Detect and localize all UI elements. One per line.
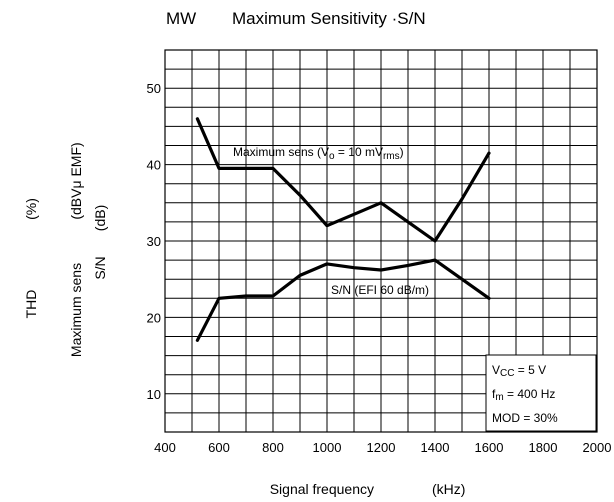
y-tick-label: 50 xyxy=(147,81,161,96)
condition-mod: MOD = 30% xyxy=(492,411,558,425)
condition-vcc-sub: CC xyxy=(500,368,514,379)
x-tick-label: 1400 xyxy=(421,440,450,455)
y-axis-unit-thd: (%) xyxy=(23,198,39,220)
series-label-max-sens-part1: Maximum sens (V xyxy=(233,145,329,159)
x-tick-label: 1200 xyxy=(367,440,396,455)
series-label-max-sens-sub2: rms xyxy=(383,151,400,162)
chart-title: Maximum Sensitivity ·S/N xyxy=(232,9,426,28)
series-label-max-sens-sub1: o xyxy=(329,151,335,162)
condition-vcc-value: = 5 V xyxy=(514,363,546,377)
x-tick-label: 1800 xyxy=(529,440,558,455)
y-tick-label: 40 xyxy=(147,158,161,173)
condition-vcc: VCC = 5 V xyxy=(492,363,546,379)
series-label-sn: S/N (EFI 60 dB/m) xyxy=(331,283,429,297)
x-tick-label: 600 xyxy=(208,440,230,455)
y-tick-label: 30 xyxy=(147,234,161,249)
series-label-max-sens-part2: = 10 mV xyxy=(335,145,383,159)
y-tick-label: 10 xyxy=(147,387,161,402)
x-tick-label: 1000 xyxy=(313,440,342,455)
x-axis-label: Signal frequency xyxy=(270,481,374,497)
condition-fm-value: = 400 Hz xyxy=(504,387,556,401)
plot-frame xyxy=(164,49,598,433)
y-axis-label-maxsens: Maximum sens xyxy=(68,263,84,357)
conditions-box: VCC = 5 V fm = 400 Hz MOD = 30% xyxy=(485,354,597,432)
condition-fm: fm = 400 Hz xyxy=(492,387,555,403)
chart-title-prefix: MW xyxy=(166,9,196,28)
series-line-max-sens xyxy=(195,117,491,243)
condition-fm-sub: m xyxy=(495,392,503,403)
tick-layer: 400 600 800 1000 1200 1400 1600 1800 2000 10 20 30 4… xyxy=(147,81,612,455)
series-layer xyxy=(195,117,491,342)
x-tick-label: 1600 xyxy=(475,440,504,455)
condition-fm-prefix: f xyxy=(492,387,496,401)
y-axis-unit-sn: (dB) xyxy=(92,205,108,231)
conditions-box-frame xyxy=(485,354,597,432)
series-line-sn xyxy=(195,258,491,342)
series-label-max-sens-part3: ) xyxy=(400,145,404,159)
condition-vcc-prefix: V xyxy=(492,363,500,377)
series-label-max-sens: Maximum sens (Vo = 10 mVrms) xyxy=(233,145,404,162)
y-tick-label: 20 xyxy=(147,310,161,325)
y-axis-label-sn: S/N xyxy=(92,256,108,279)
y-axis-label-thd: THD xyxy=(23,290,39,319)
x-tick-label: 800 xyxy=(262,440,284,455)
x-tick-label: 400 xyxy=(154,440,176,455)
x-axis-unit: (kHz) xyxy=(432,481,465,497)
x-tick-label: 2000 xyxy=(583,440,612,455)
y-axis-unit-maxsens: (dBVμ EMF) xyxy=(68,142,84,219)
